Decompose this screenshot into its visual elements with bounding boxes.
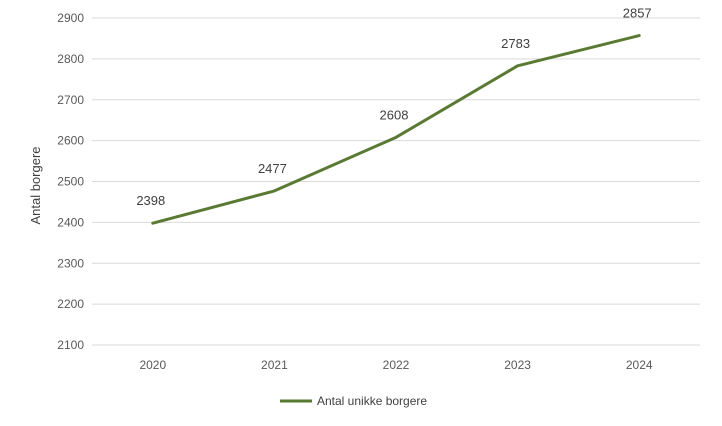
y-tick-label: 2300 <box>57 256 84 270</box>
data-label: 2608 <box>380 107 409 122</box>
x-axis-ticks: 2020 2021 2022 2023 2024 <box>139 358 652 372</box>
legend-label: Antal unikke borgere <box>317 394 427 408</box>
y-tick-label: 2500 <box>57 175 84 189</box>
data-label: 2398 <box>136 193 165 208</box>
data-label: 2857 <box>623 6 652 21</box>
data-labels: 2398 2477 2608 2783 2857 <box>136 6 651 209</box>
x-tick-label: 2021 <box>261 358 288 372</box>
y-tick-label: 2900 <box>57 11 84 25</box>
x-tick-label: 2020 <box>139 358 166 372</box>
y-tick-label: 2700 <box>57 93 84 107</box>
data-label: 2783 <box>501 36 530 51</box>
data-label: 2477 <box>258 161 287 176</box>
x-tick-label: 2023 <box>504 358 531 372</box>
y-axis-ticks: 2100 2200 2300 2400 2500 2600 2700 2800 2900 <box>57 11 84 352</box>
series-lines <box>151 34 641 225</box>
gridlines <box>92 17 700 346</box>
y-axis-title: Antal borgere <box>28 146 43 224</box>
legend: Antal unikke borgere <box>280 394 427 408</box>
x-tick-label: 2022 <box>383 358 410 372</box>
series-line <box>151 34 641 225</box>
y-tick-label: 2100 <box>57 338 84 352</box>
x-tick-label: 2024 <box>626 358 653 372</box>
y-tick-label: 2200 <box>57 297 84 311</box>
y-tick-label: 2600 <box>57 134 84 148</box>
y-tick-label: 2800 <box>57 52 84 66</box>
y-tick-label: 2400 <box>57 215 84 229</box>
